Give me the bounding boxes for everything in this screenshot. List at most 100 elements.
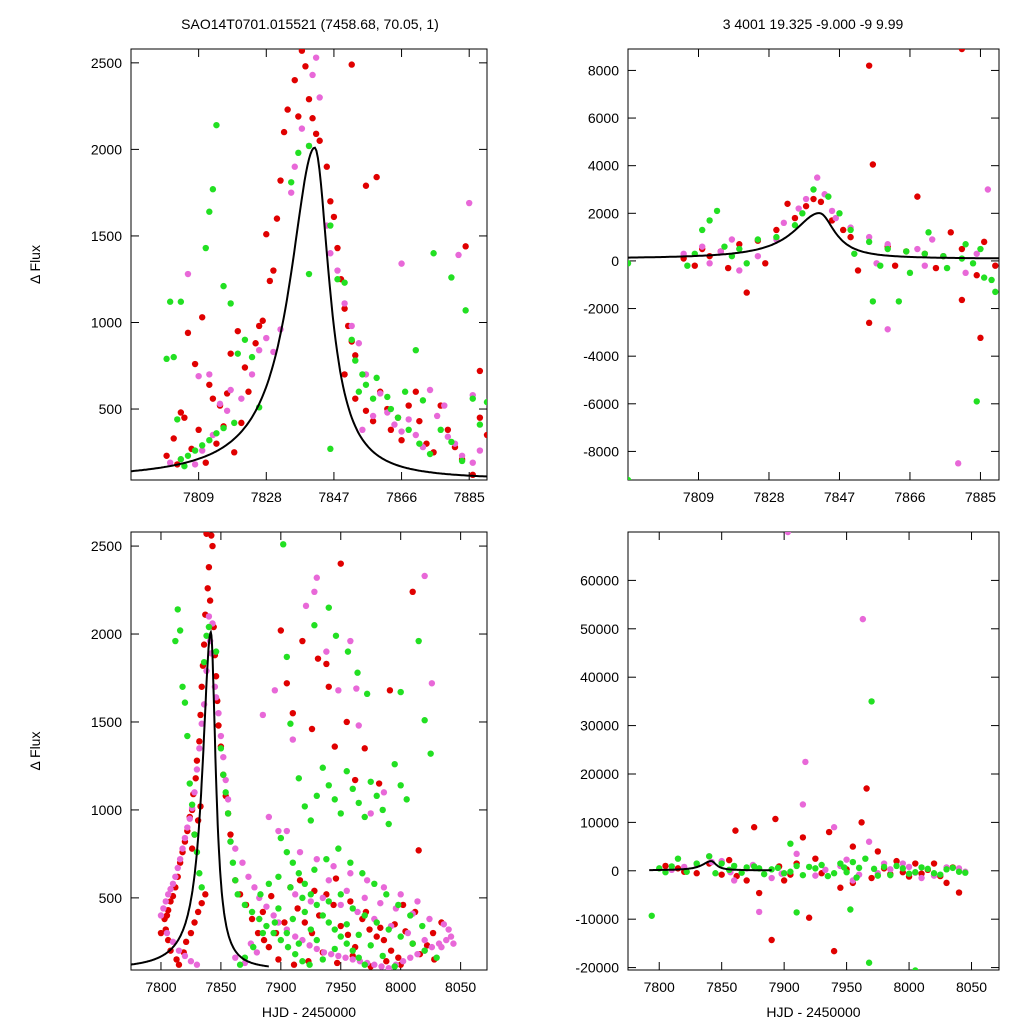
x-tick-label: 7950 [325,979,356,995]
data-point-magenta [253,949,261,956]
data-point-magenta [307,898,314,905]
data-point-magenta [921,262,928,269]
data-point-magenta [327,950,335,958]
data-point-green [325,898,332,905]
data-point-red [863,785,870,792]
data-point-red [943,879,950,887]
data-point-green [874,872,882,879]
data-point-green [780,870,788,877]
data-point-red [227,350,234,357]
data-point-red [348,61,355,68]
data-point-green [895,298,903,305]
data-point-red [284,106,291,113]
data-point-magenta [414,950,421,958]
data-point-green [299,894,306,902]
data-point-red [743,289,750,296]
data-point-green [203,632,210,639]
data-point-red [462,243,469,250]
data-point-green [812,865,819,872]
data-point-magenta [193,766,201,773]
data-point-red [773,226,780,234]
data-point-green [337,933,344,940]
data-point-red [206,597,214,604]
data-point-green [179,683,186,690]
data-point-red [362,407,370,414]
data-point-red [202,459,209,466]
data-point-green [263,922,270,930]
data-point-magenta [313,574,320,581]
x-tick-label: 7828 [753,489,784,505]
data-point-red [191,919,198,926]
data-point-red [930,860,938,867]
data-point-magenta [884,241,891,248]
data-point-magenta [441,402,448,409]
data-point-magenta [227,386,234,394]
data-point-red [227,831,234,838]
data-point-green [313,901,320,909]
data-point-green [307,891,314,898]
data-point-red [409,588,416,596]
data-point-green [331,945,338,953]
data-point-red [958,245,966,253]
data-point-magenta [325,877,332,884]
data-point-green [248,353,256,361]
data-point-green [853,874,860,881]
data-point-green [847,906,854,913]
x-tick-label: 7800 [145,979,176,995]
data-point-magenta [251,884,258,891]
data-point-green [787,868,794,875]
data-point-red [947,229,954,236]
data-point-magenta [186,815,193,822]
data-point-green [277,834,285,842]
data-point-green [209,186,217,193]
data-point-green [887,871,894,879]
data-point-green [912,967,919,970]
data-point-red [893,857,900,865]
data-point-red [802,202,810,210]
data-point-magenta [476,447,484,454]
data-point-magenta [814,174,821,181]
data-point-magenta [445,926,452,933]
x-tick-label: 8050 [445,979,476,995]
data-point-green [284,943,292,951]
data-point-green [331,926,338,933]
data-point-red [724,264,732,272]
data-point-red [352,395,359,402]
data-point-green [212,648,220,655]
data-point-magenta [309,71,316,79]
data-point-magenta [405,416,412,423]
data-point-green [405,426,412,434]
data-point-red [914,193,921,200]
y-tick-label: 8000 [588,62,619,78]
data-point-green [355,931,362,939]
data-point-red [334,244,341,252]
data-point-green [205,623,213,631]
y-tick-label: -2000 [583,301,619,317]
data-point-green [343,921,350,928]
data-point-magenta [163,929,171,937]
data-point-red [817,198,825,206]
data-point-red [398,436,405,444]
data-point-green [905,870,913,877]
data-point-green [799,210,806,217]
data-point-green [241,336,249,343]
right-title: 3 4001 19.325 -9.000 -9 9.99 [723,16,904,32]
data-point-red [294,905,301,912]
data-point-green [760,870,768,878]
data-point-red [369,417,377,425]
data-point-green [299,958,306,965]
data-point-green [401,388,409,395]
data-point-magenta [193,961,201,968]
data-point-magenta [291,163,298,170]
data-point-green [361,813,368,821]
data-point-magenta [347,870,354,877]
data-point-green [295,149,302,157]
data-point-green [307,817,314,824]
data-point-green [361,961,368,968]
data-point-magenta [248,371,256,378]
data-point-magenta [802,195,810,203]
data-point-green [668,863,675,870]
data-point-red [305,95,313,103]
data-point-red [234,327,241,335]
data-point-green [877,262,884,269]
